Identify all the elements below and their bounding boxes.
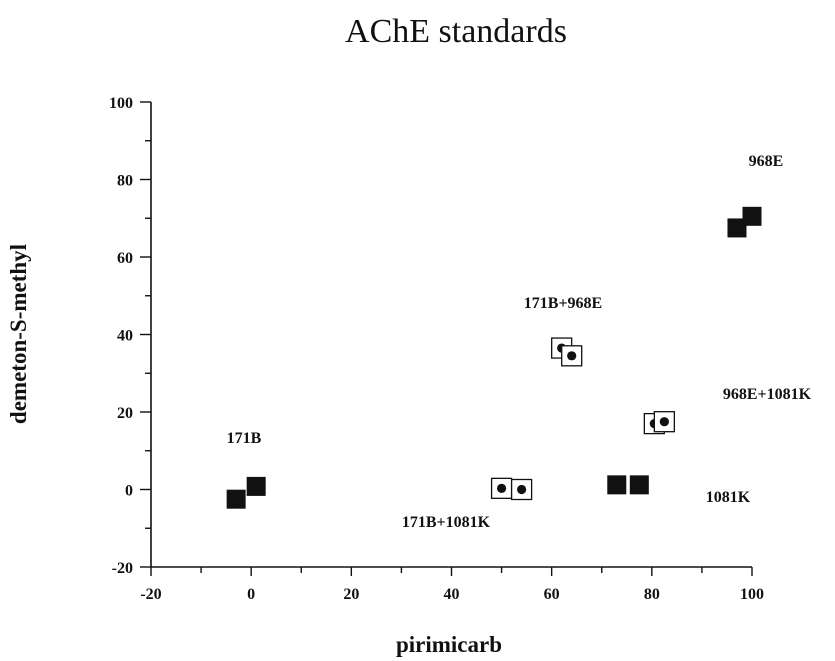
x-tick-label: 0 bbox=[247, 586, 255, 603]
group-label: 171B+968E bbox=[524, 295, 602, 312]
group-label: 968E+1081K bbox=[723, 386, 812, 403]
annotations: 171B 968E 1081K 171B+968E 968E+1081K 171B+108… bbox=[227, 153, 812, 531]
x-tick-label: 20 bbox=[343, 586, 359, 603]
y-tick-label: 20 bbox=[117, 405, 133, 422]
y-tick-label: -20 bbox=[112, 560, 133, 577]
point-filled-square bbox=[607, 475, 627, 495]
point-filled-square bbox=[629, 475, 649, 495]
y-tick-label: 40 bbox=[117, 328, 133, 345]
y-tick-label: 100 bbox=[109, 95, 133, 112]
x-tick-label: 60 bbox=[544, 586, 560, 603]
x-axis-label: pirimicarb bbox=[396, 632, 502, 657]
y-tick-label: 0 bbox=[125, 483, 133, 500]
group-label: 1081K bbox=[706, 489, 751, 506]
point-open-square-dot bbox=[653, 411, 676, 433]
point-open-square-dot bbox=[510, 478, 533, 501]
group-label: 171B+1081K bbox=[402, 514, 491, 531]
x-tick-label: -20 bbox=[140, 586, 161, 603]
y-tick-label: 60 bbox=[117, 250, 133, 267]
x-tick-label: 40 bbox=[444, 586, 460, 603]
chart-title: AChE standards bbox=[345, 13, 567, 50]
point-filled-square bbox=[246, 476, 266, 496]
point-open-square-dot bbox=[490, 477, 513, 499]
point-filled-square bbox=[742, 206, 762, 226]
point-open-square-dot bbox=[561, 345, 583, 367]
y-axis-label: demeton-S-methyl bbox=[6, 244, 31, 424]
group-label: 968E bbox=[749, 153, 784, 170]
x-tick-label: 100 bbox=[740, 586, 764, 603]
ticks: -20 0 20 40 60 80 100 -20 0 20 40 60 80 100 bbox=[109, 95, 764, 603]
point-filled-square bbox=[727, 218, 747, 238]
y-tick-label: 80 bbox=[117, 173, 133, 190]
x-tick-label: 80 bbox=[644, 586, 660, 603]
group-label: 171B bbox=[227, 430, 262, 447]
data-points bbox=[226, 206, 762, 509]
point-filled-square bbox=[226, 489, 246, 509]
